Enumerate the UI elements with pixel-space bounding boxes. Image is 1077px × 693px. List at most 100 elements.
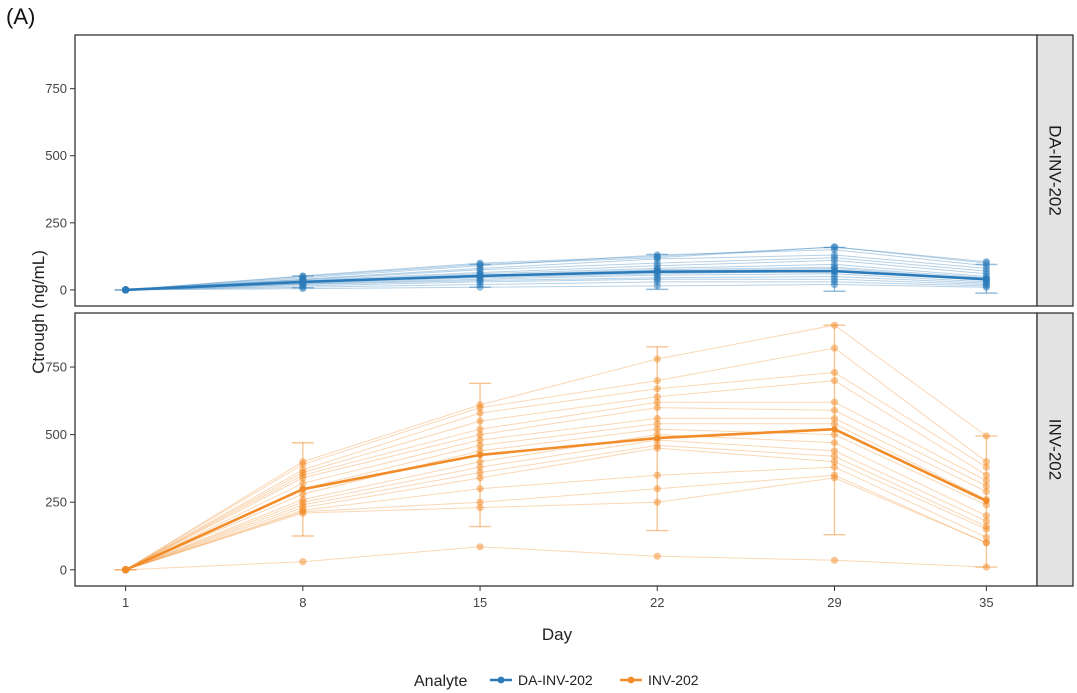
subject-line: [125, 246, 987, 291]
legend-entry-label: INV-202: [648, 672, 699, 688]
subject-line: [125, 246, 987, 291]
subject-line: [125, 273, 987, 291]
data-point: [982, 487, 990, 495]
mean-point: [476, 272, 484, 280]
subject-line: [125, 380, 987, 571]
data-point: [982, 432, 990, 440]
figure-panel-label: (A): [6, 4, 36, 29]
data-point: [830, 447, 839, 455]
subject-line: [125, 257, 987, 291]
legend-entry: DA-INV-202: [490, 672, 593, 688]
mean-point: [983, 497, 990, 505]
data-point: [476, 458, 484, 466]
subject-line: [125, 371, 987, 571]
subject-line: [125, 324, 987, 571]
data-point: [653, 498, 661, 506]
subject-line: [125, 254, 987, 291]
data-point: [830, 439, 839, 447]
data-point: [982, 482, 990, 490]
data-point: [299, 284, 307, 293]
legend-entry: INV-202: [620, 672, 699, 688]
data-point: [476, 498, 484, 506]
data-point: [653, 420, 661, 428]
subject-line: [125, 275, 987, 291]
subject-line: [125, 447, 987, 571]
mean-line: [125, 427, 987, 571]
data-point: [299, 479, 307, 487]
data-point: [830, 458, 839, 466]
x-axis-title: Day: [542, 625, 573, 644]
panel-frame: [74, 34, 1038, 307]
x-tick-label: 1: [122, 595, 129, 610]
data-point: [982, 476, 990, 485]
data-point: [830, 431, 839, 439]
data-point: [299, 558, 307, 566]
x-tick-label: 22: [650, 595, 664, 610]
data-point: [476, 404, 484, 412]
x-axis: 1 8 15 22 29 35: [122, 586, 994, 610]
facet-strip-label: INV-202: [1046, 419, 1065, 480]
legend-title: Analyte: [414, 673, 467, 690]
data-point: [653, 393, 661, 401]
subject-line: [125, 401, 987, 571]
subject-line: [125, 444, 987, 571]
data-point: [653, 376, 661, 385]
subject-line: [125, 347, 987, 571]
data-point: [653, 385, 661, 393]
y-tick-label: 750: [45, 81, 67, 96]
facet-strip: [1036, 34, 1074, 307]
data-point: [299, 509, 307, 517]
data-point: [982, 563, 990, 571]
data-point: [830, 414, 839, 423]
mean-point: [122, 286, 129, 294]
mean-point: [299, 486, 307, 493]
data-point: [653, 425, 661, 433]
data-point: [653, 398, 661, 406]
y-tick-label: 500: [45, 148, 67, 163]
facet-panel-inv-202: INV-202 0 250 500 750: [45, 312, 1074, 587]
data-point: [982, 283, 990, 291]
legend-key-point: [627, 676, 635, 684]
data-point: [982, 258, 990, 266]
x-tick-label: 8: [299, 595, 306, 610]
data-point: [299, 474, 307, 482]
data-point: [476, 504, 484, 512]
data-point: [830, 280, 839, 289]
data-point: [476, 425, 484, 433]
data-point: [830, 321, 839, 329]
panel-frame: [74, 312, 1038, 587]
subject-line: [125, 428, 987, 571]
y-tick-label: 750: [45, 360, 67, 375]
subject-line: [125, 407, 987, 571]
data-point: [830, 344, 839, 352]
y-tick-label: 500: [45, 427, 67, 442]
data-point: [476, 441, 484, 450]
data-point: [830, 406, 839, 414]
y-tick-label: 250: [45, 495, 67, 510]
mean-point: [654, 268, 661, 275]
legend-key-point: [497, 676, 505, 684]
subject-line: [125, 466, 987, 571]
mean-point: [122, 566, 129, 573]
mean-point: [983, 275, 990, 283]
data-point: [476, 417, 484, 425]
data-point: [653, 471, 661, 479]
subject-line: [125, 546, 987, 571]
mean-point: [299, 278, 307, 286]
data-point: [653, 552, 661, 560]
data-point: [982, 525, 990, 533]
data-point: [982, 463, 990, 471]
data-point: [653, 444, 661, 452]
data-point: [476, 259, 484, 267]
data-point: [830, 556, 839, 564]
data-point: [982, 533, 990, 541]
subject-line: [125, 474, 987, 571]
data-point: [830, 474, 839, 482]
subject-line: [125, 278, 987, 291]
mean-point: [654, 434, 661, 442]
y-tick-label: 0: [60, 562, 67, 577]
subject-line: [125, 439, 987, 571]
data-point: [476, 485, 484, 493]
data-point: [476, 474, 484, 482]
